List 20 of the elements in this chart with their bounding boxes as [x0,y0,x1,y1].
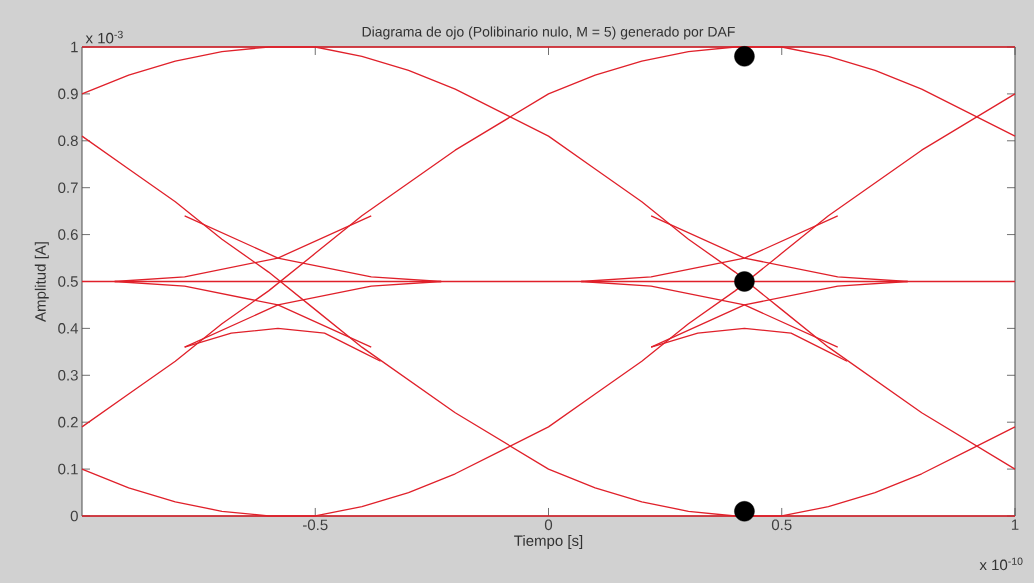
y-axis-title: Amplitud [A] [34,242,49,322]
text: x 10$^{-3}$ [85,30,123,44]
y-tick-label: 0.9 [58,88,78,100]
y-tick-label: 0.8 [58,135,78,147]
y-tick-label: 0.3 [58,369,78,381]
y-tick-label: 0 [70,510,78,522]
y-tick-label: 0.7 [58,182,78,193]
x-tick-label: -0.5 [302,519,328,531]
x-tick-label: 0 [544,519,553,531]
y-tick-label: 0.2 [58,416,78,428]
x-axis-title: Tiempo [s] [514,535,583,549]
x-tick-label: 1 [1011,519,1019,530]
y-tick-label: 1 [71,41,78,53]
chart-title: Diagrama de ojo (Polibinario nulo, M = 5) generado por DAF [362,26,735,40]
y-tick-label: 0.5 [58,276,78,287]
text: x 10$^{-10}$ [979,557,1023,571]
y-tick-label: 0.1 [58,463,78,475]
y-tick-label: 0.4 [58,323,79,334]
y-tick-label: 0.6 [58,229,78,240]
x-tick-label: 0.5 [771,519,792,531]
